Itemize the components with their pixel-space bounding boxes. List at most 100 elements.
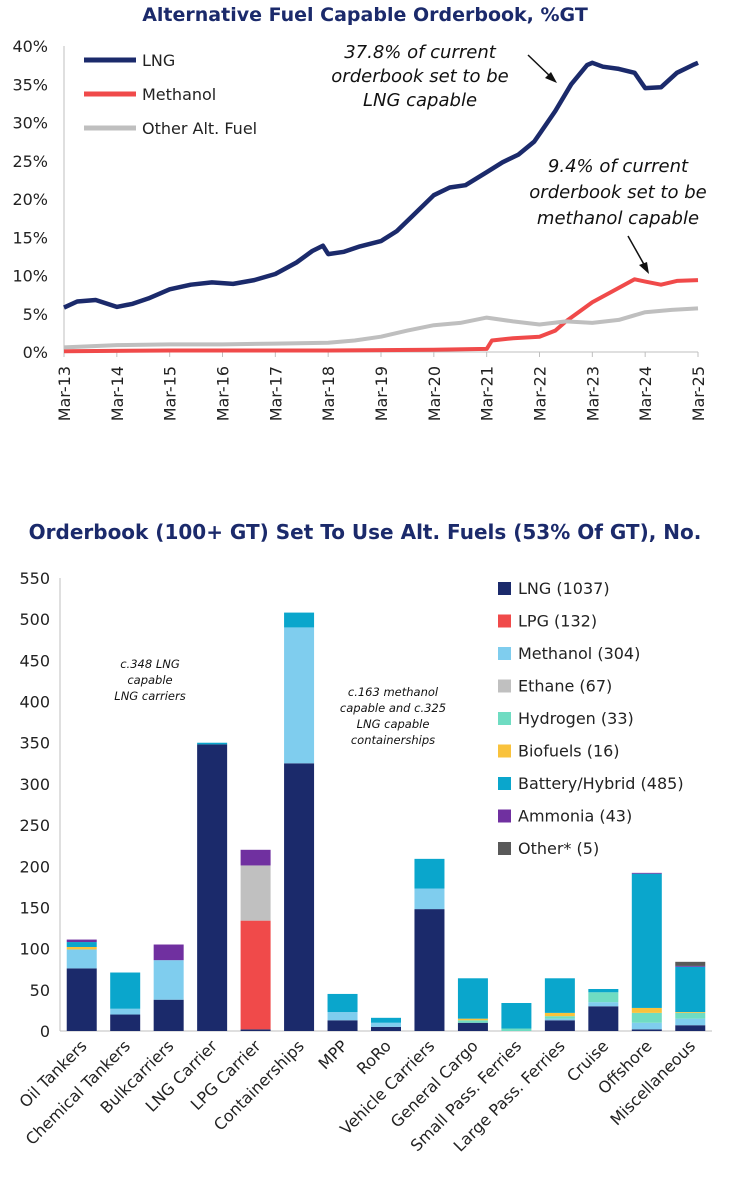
bar-segment bbox=[631, 1012, 662, 1023]
bar-segment bbox=[66, 949, 97, 969]
legend-swatch bbox=[498, 744, 511, 758]
legend-swatch bbox=[498, 614, 511, 628]
legend-swatch bbox=[498, 777, 511, 790]
y-tick-label: 30% bbox=[12, 114, 48, 133]
bar-segment bbox=[110, 1008, 141, 1015]
bar-segment bbox=[240, 849, 271, 866]
annotation-line: methanol capable bbox=[537, 208, 699, 229]
y-tick-label: 0% bbox=[23, 343, 48, 362]
y-tick-label: 400 bbox=[19, 693, 50, 712]
y-tick-label: 25% bbox=[12, 152, 48, 171]
annotation-arrow-line bbox=[627, 235, 647, 269]
legend-label: Ethane (67) bbox=[518, 677, 612, 696]
bar-segment bbox=[284, 627, 315, 764]
legend-swatch bbox=[498, 582, 511, 595]
bar-segment bbox=[457, 978, 488, 1019]
bar-segment bbox=[631, 1029, 662, 1031]
y-tick-label: 150 bbox=[19, 898, 50, 917]
bar-segment bbox=[66, 942, 97, 947]
annotation-line: c.348 LNG bbox=[120, 657, 180, 671]
y-tick-label: 350 bbox=[19, 734, 50, 753]
bar-segment bbox=[110, 1014, 141, 1031]
bar-segment bbox=[153, 944, 184, 961]
annotation-line: capable bbox=[127, 673, 172, 687]
bar-segment bbox=[675, 1018, 706, 1026]
bar-chart-title: Orderbook (100+ GT) Set To Use Alt. Fuel… bbox=[28, 520, 702, 544]
x-tick-label: Mar-25 bbox=[689, 366, 708, 421]
legend-label: Ammonia (43) bbox=[518, 807, 632, 826]
bar-segment bbox=[414, 858, 445, 889]
x-tick-label: Mar-15 bbox=[161, 366, 180, 421]
legend-label: Methanol bbox=[142, 85, 216, 104]
bar-segment bbox=[153, 999, 184, 1031]
legend-swatch bbox=[498, 712, 511, 725]
bar-segment bbox=[284, 763, 315, 1031]
bar-segment bbox=[66, 968, 97, 1031]
bar-segment bbox=[457, 1020, 488, 1023]
annotation-arrowhead bbox=[545, 72, 557, 83]
legend-swatch bbox=[498, 647, 511, 660]
x-tick-label: Mar-14 bbox=[108, 366, 127, 421]
bar-segment bbox=[544, 1016, 575, 1019]
annotation-line: containerships bbox=[351, 733, 435, 747]
legend-swatch bbox=[498, 809, 511, 823]
bar-segment bbox=[110, 972, 141, 1009]
bar-segment bbox=[675, 965, 706, 967]
bar-segment bbox=[588, 1002, 619, 1007]
annotation-line: 37.8% of current bbox=[344, 42, 497, 63]
y-tick-label: 35% bbox=[12, 75, 48, 94]
series-line-1 bbox=[63, 277, 699, 354]
y-tick-label: 10% bbox=[12, 267, 48, 286]
x-tick-label: Mar-23 bbox=[583, 366, 602, 421]
annotation-line: orderbook set to be bbox=[331, 66, 508, 87]
legend-swatch bbox=[498, 842, 511, 855]
y-tick-label: 15% bbox=[12, 228, 48, 247]
bar-segment bbox=[588, 988, 619, 993]
x-tick-label: Mar-24 bbox=[636, 366, 655, 421]
bar-segment bbox=[588, 1006, 619, 1031]
bar-segment bbox=[197, 744, 228, 1031]
bar-segment bbox=[675, 1012, 706, 1019]
bar-segment bbox=[197, 742, 228, 745]
annotation-arrowhead bbox=[639, 262, 649, 274]
legend-label: LNG bbox=[142, 51, 175, 70]
x-tick-label: Mar-18 bbox=[319, 366, 338, 421]
bar-segment bbox=[544, 1018, 575, 1021]
bar-segment bbox=[631, 873, 662, 1008]
annotation-line: capable and c.325 bbox=[340, 701, 446, 715]
x-tick-label: Mar-22 bbox=[531, 366, 550, 421]
x-tick-label: MPP bbox=[315, 1036, 352, 1073]
annotation-line: 9.4% of current bbox=[548, 156, 689, 177]
x-tick-label: Mar-19 bbox=[372, 366, 391, 421]
bar-segment bbox=[675, 961, 706, 966]
x-tick-label: Mar-16 bbox=[214, 366, 233, 421]
legend-label: Other Alt. Fuel bbox=[142, 119, 257, 138]
bar-segment bbox=[240, 865, 271, 921]
y-tick-label: 550 bbox=[19, 569, 50, 588]
y-tick-label: 450 bbox=[19, 651, 50, 670]
y-tick-label: 5% bbox=[23, 305, 48, 324]
annotation-line: c.163 methanol bbox=[348, 685, 439, 699]
y-tick-label: 200 bbox=[19, 857, 50, 876]
legend-label: Methanol (304) bbox=[518, 644, 640, 663]
bar-segment bbox=[457, 1022, 488, 1031]
y-tick-label: 40% bbox=[12, 37, 48, 56]
bar-segment bbox=[501, 1028, 532, 1031]
x-tick-label: Mar-13 bbox=[55, 366, 74, 421]
bar-segment bbox=[675, 966, 706, 1013]
series-line-0 bbox=[63, 60, 699, 310]
legend-label: Other* (5) bbox=[518, 839, 599, 858]
bar-segment bbox=[631, 1007, 662, 1013]
bar-segment bbox=[588, 992, 619, 1003]
bar-segment bbox=[631, 872, 662, 874]
bar-segment bbox=[371, 1026, 401, 1031]
bar-segment bbox=[414, 909, 445, 1031]
legend-swatch bbox=[498, 679, 511, 693]
legend-label: LNG (1037) bbox=[518, 579, 610, 598]
bar-segment bbox=[327, 1020, 358, 1031]
legend-label: Battery/Hybrid (485) bbox=[518, 774, 684, 793]
y-tick-label: 0 bbox=[40, 1022, 50, 1041]
annotation-line: LNG capable bbox=[357, 717, 430, 731]
y-tick-label: 300 bbox=[19, 775, 50, 794]
